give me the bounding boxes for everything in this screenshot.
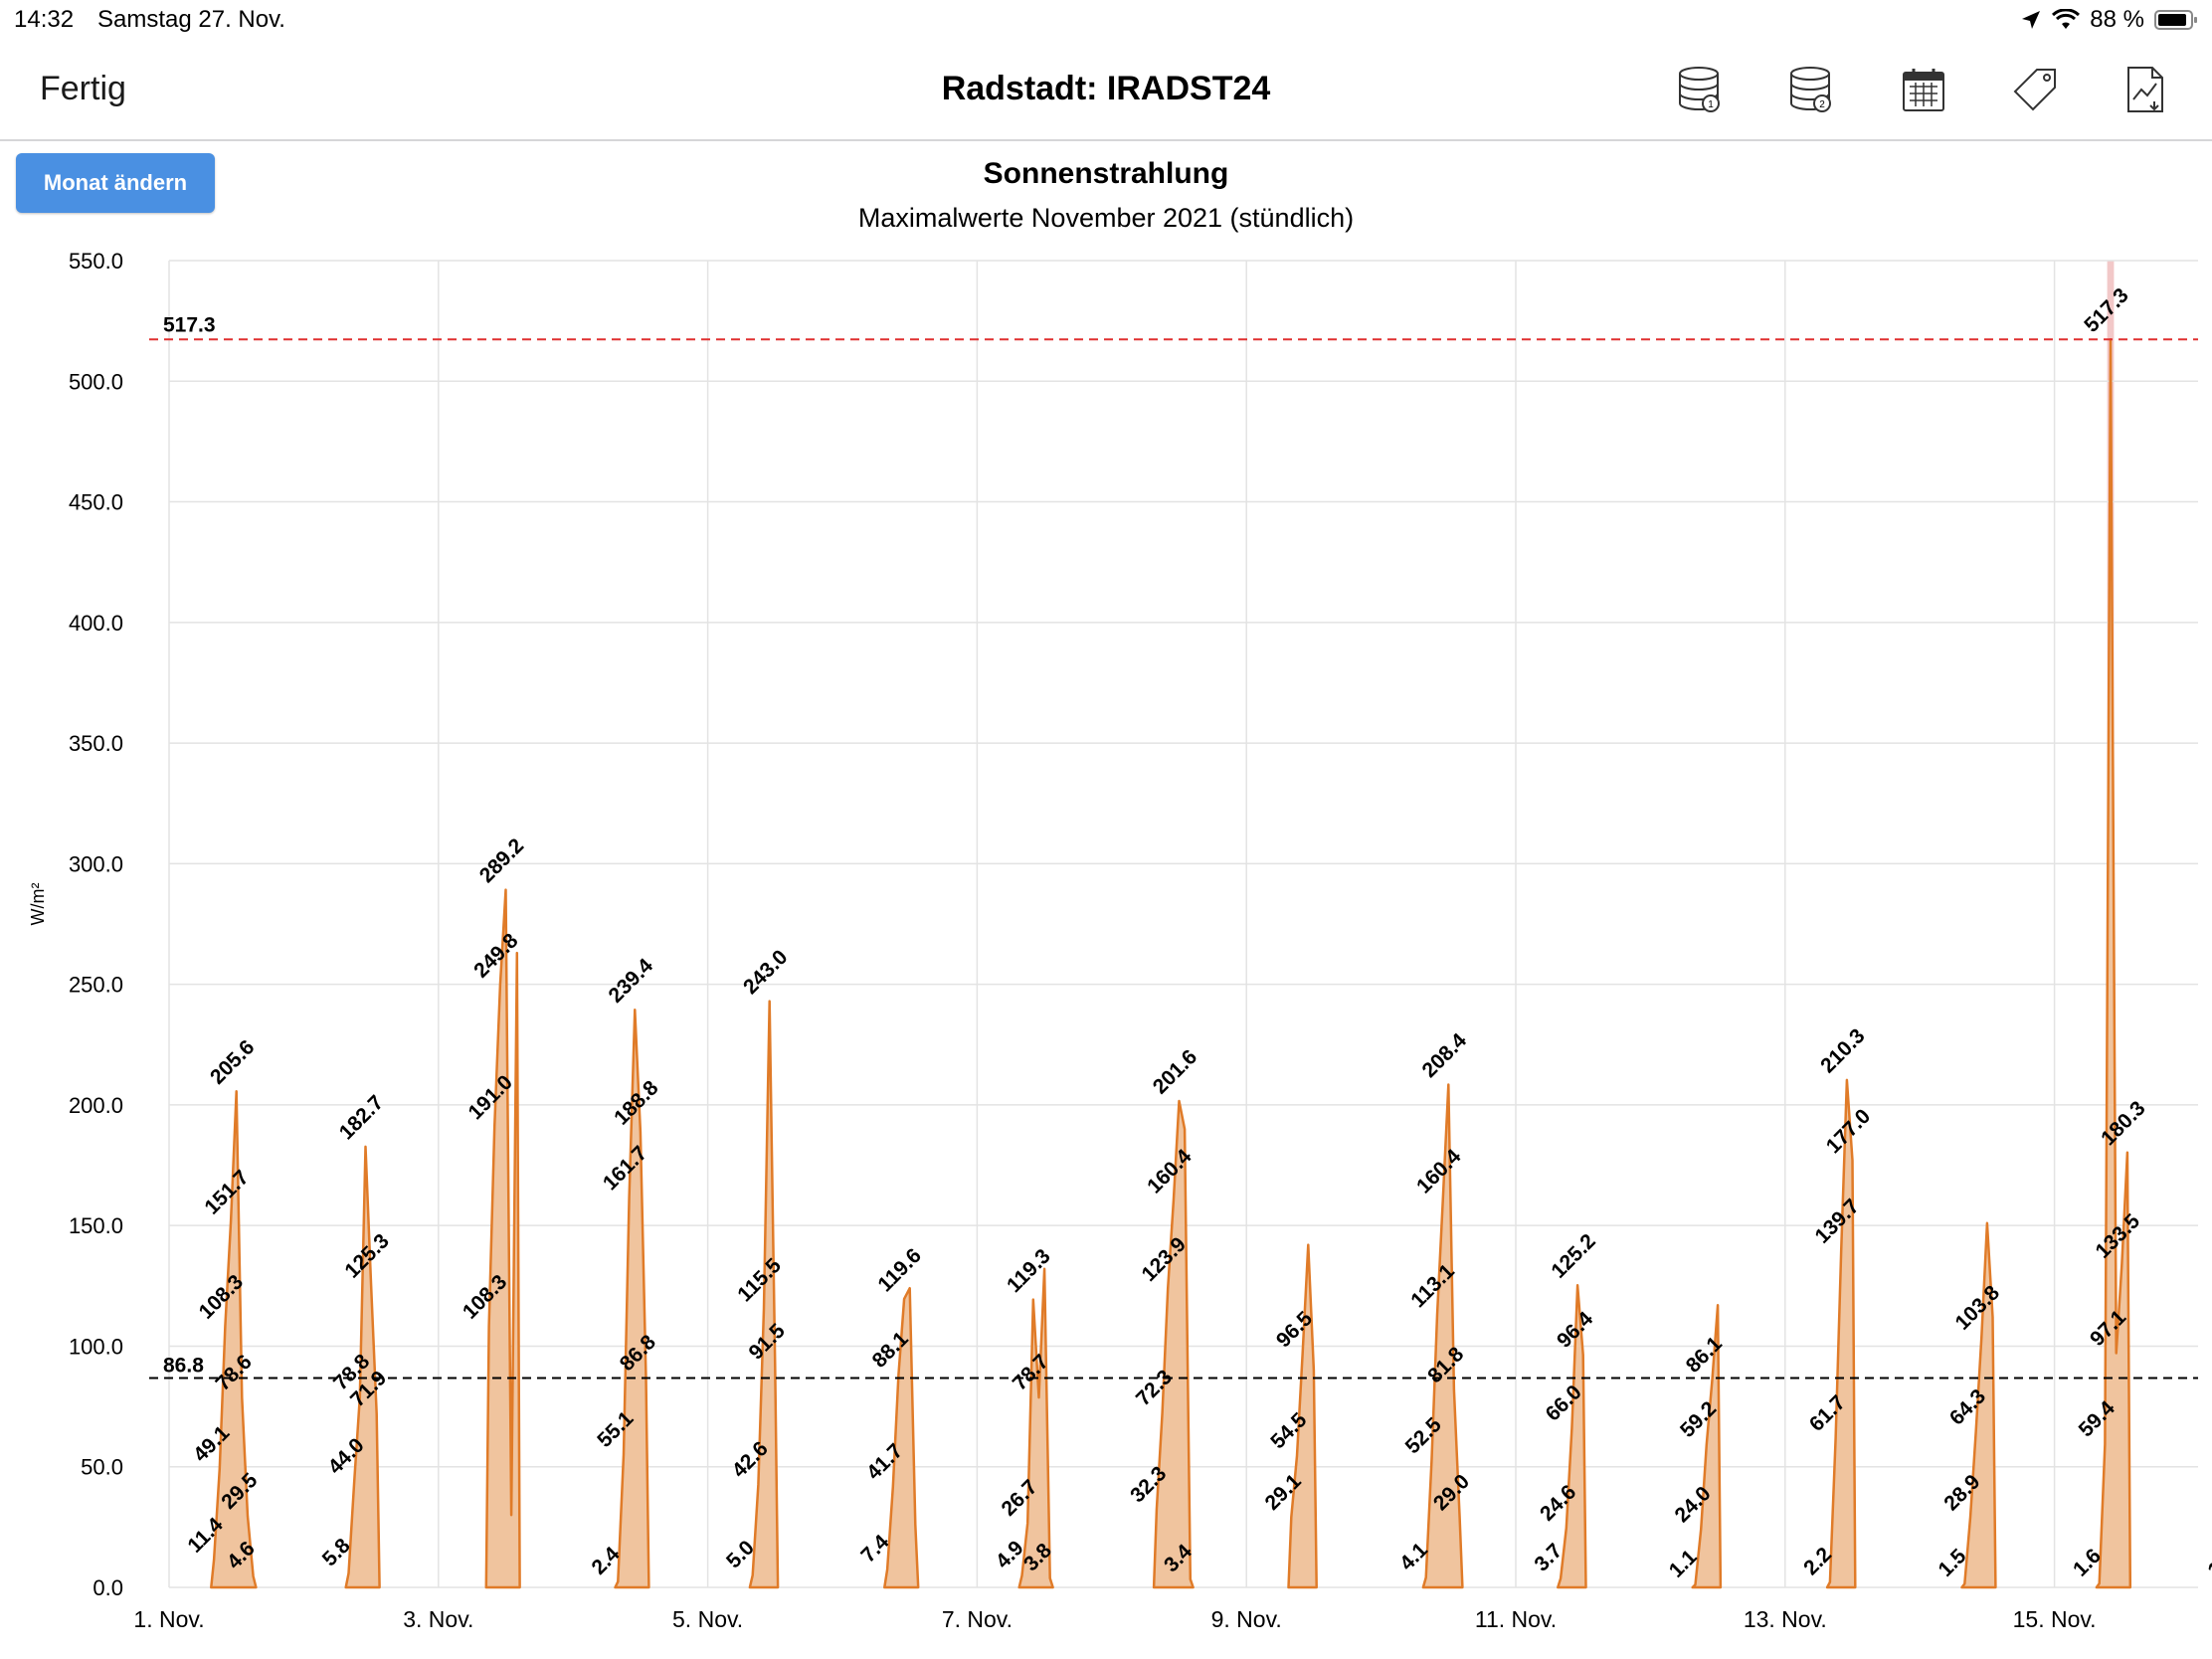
data-label: 201.6 <box>1149 1045 1201 1098</box>
data-label: 103.8 <box>1951 1281 2005 1335</box>
data-label: 86.8 <box>616 1331 660 1376</box>
y-tick-label: 350.0 <box>69 731 123 756</box>
svg-text:1: 1 <box>1708 99 1714 110</box>
x-tick-label: 1. Nov. <box>133 1606 204 1632</box>
solar-radiation-chart: 0.0 50.0 100.0 150.0 200.0 250.0 300.0 350.0 400… <box>28 249 2212 1632</box>
data-label: 517.3 <box>2080 283 2132 336</box>
y-tick-label: 500.0 <box>69 369 123 394</box>
area-day-2 <box>344 1145 381 1589</box>
area-day-13 <box>1825 1078 1857 1589</box>
data-label: 182.7 <box>335 1091 388 1144</box>
status-right: 88 % <box>2020 6 2198 34</box>
y-tick-label: 200.0 <box>69 1093 123 1118</box>
data-label: 139.7 <box>1810 1195 1863 1247</box>
data-label: 151.7 <box>200 1166 253 1218</box>
area-day-12 <box>1691 1303 1723 1589</box>
x-tick-label: 9. Nov. <box>1211 1606 1282 1632</box>
page-title: Radstadt: IRADST24 <box>941 70 1271 107</box>
data-label: 86.1 <box>1682 1332 1727 1377</box>
data-label: 289.2 <box>475 834 528 887</box>
toolbar-icons: 1 2 <box>1665 62 2182 117</box>
y-tick-label: 450.0 <box>69 490 123 515</box>
area-day-5 <box>748 1000 780 1589</box>
tag-icon[interactable] <box>1999 62 2071 117</box>
change-month-button[interactable]: Monat ändern <box>16 153 215 213</box>
y-tick-label: 250.0 <box>69 973 123 998</box>
data-label: 81.8 <box>1423 1343 1468 1387</box>
data-label: 119.6 <box>873 1244 926 1297</box>
battery-percent: 88 % <box>2090 6 2144 33</box>
chart-title: Sonnenstrahlung <box>983 157 1229 190</box>
x-tick-label: 15. Nov. <box>2013 1606 2097 1632</box>
data-label: 161.7 <box>599 1142 651 1195</box>
x-tick-label: 7. Nov. <box>942 1606 1013 1632</box>
data-label: 125.2 <box>1547 1229 1599 1282</box>
x-tick-label: 11. Nov. <box>1475 1606 1557 1632</box>
area-day-10 <box>1421 1083 1464 1589</box>
location-arrow-icon <box>2022 11 2041 29</box>
data-label: 133.5 <box>2092 1209 2145 1263</box>
area-day-4 <box>614 1009 650 1589</box>
database-2-icon[interactable]: 2 <box>1776 62 1848 117</box>
max-line-label: 517.3 <box>163 313 216 336</box>
y-tick-label: 150.0 <box>69 1213 123 1238</box>
chart-subtitle: Maximalwerte November 2021 (stündlich) <box>857 203 1355 233</box>
data-label: 160.4 <box>1143 1145 1197 1198</box>
data-label: 210.3 <box>1816 1024 1869 1077</box>
data-label: 239.4 <box>605 954 658 1008</box>
y-tick-label: 400.0 <box>69 611 123 636</box>
x-tick-label: 3. Nov. <box>403 1606 473 1632</box>
y-tick-label: 0.0 <box>92 1575 123 1600</box>
area-day-6 <box>883 1286 920 1589</box>
x-tick-label: 13. Nov. <box>1744 1606 1827 1632</box>
done-button[interactable]: Fertig <box>40 70 126 107</box>
navigation-bar: Fertig Radstadt: IRADST24 1 2 <box>0 40 2212 141</box>
data-label: 243.0 <box>739 946 792 999</box>
y-tick-label: 300.0 <box>69 851 123 876</box>
database-1-icon[interactable]: 1 <box>1665 62 1737 117</box>
data-label: 208.4 <box>1418 1028 1472 1082</box>
battery-icon <box>2154 10 2197 30</box>
area-day-8 <box>1152 1099 1195 1589</box>
area-day-15 <box>2095 338 2132 1589</box>
data-label: 1.2 <box>2203 1546 2212 1582</box>
area-day-14 <box>1960 1221 1997 1589</box>
data-label: 205.6 <box>206 1035 259 1088</box>
data-label: 91.5 <box>745 1319 790 1364</box>
data-label: 119.3 <box>1003 1245 1055 1298</box>
svg-text:2: 2 <box>1819 99 1825 110</box>
data-label: 115.5 <box>733 1254 786 1307</box>
status-date: Samstag 27. Nov. <box>97 6 285 33</box>
data-label: 191.0 <box>463 1071 516 1124</box>
calendar-icon[interactable] <box>1888 62 1959 117</box>
area-day-1 <box>210 1090 258 1589</box>
area-day-9 <box>1287 1243 1318 1589</box>
data-label: 249.8 <box>469 929 523 983</box>
area-day-3 <box>484 888 521 1589</box>
y-tick-label: 100.0 <box>69 1334 123 1359</box>
area-day-11 <box>1557 1284 1587 1589</box>
data-label: 160.4 <box>1412 1145 1466 1198</box>
wifi-icon <box>2052 9 2081 29</box>
data-label: 78.6 <box>212 1351 257 1395</box>
area-day-7 <box>1017 1267 1054 1589</box>
y-tick-label: 550.0 <box>69 249 123 274</box>
x-tick-label: 5. Nov. <box>672 1606 743 1632</box>
export-chart-icon[interactable] <box>2111 62 2182 117</box>
y-tick-label: 50.0 <box>81 1455 123 1480</box>
status-bar: 14:32 Samstag 27. Nov. 88 % <box>0 0 2212 40</box>
average-line-label: 86.8 <box>163 1354 204 1377</box>
y-axis-label: W/m² <box>28 883 48 926</box>
status-time: 14:32 <box>14 6 75 33</box>
